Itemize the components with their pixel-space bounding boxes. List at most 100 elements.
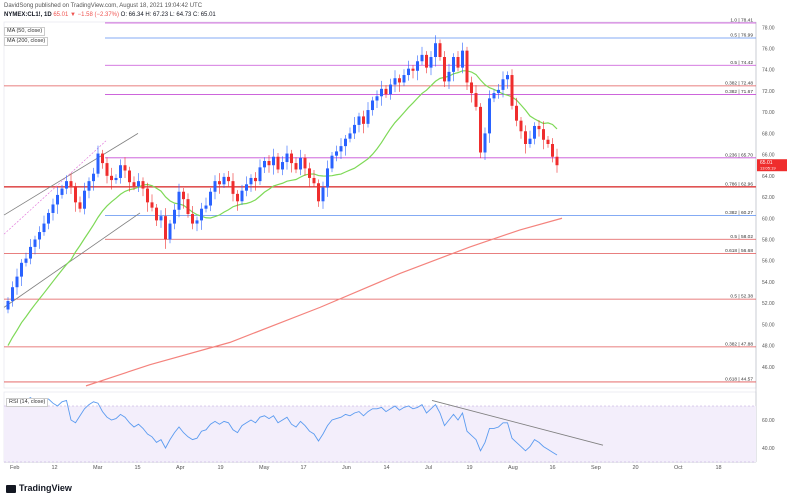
x-tick-label: 19 xyxy=(218,465,224,471)
x-tick-label: Feb xyxy=(10,465,19,471)
candle-body xyxy=(146,188,149,203)
candle-body xyxy=(141,181,145,189)
candle-body xyxy=(218,181,221,185)
candle-body xyxy=(191,214,194,224)
candle-body xyxy=(24,258,28,263)
candle-body xyxy=(317,183,320,202)
y-tick-label: 68.00 xyxy=(762,131,775,137)
candle-body xyxy=(159,216,163,221)
candle-body xyxy=(330,155,334,169)
candle-body xyxy=(56,194,59,205)
candle-body xyxy=(267,160,271,166)
candle-body xyxy=(344,138,347,147)
channel-lower-line xyxy=(3,212,141,308)
y-tick-label: 64.00 xyxy=(762,174,775,180)
candle-body xyxy=(398,78,401,83)
y-tick-label: 62.00 xyxy=(762,195,775,201)
fib-level-label: 0.382 | 71.67 xyxy=(725,89,753,95)
y-tick-label: 56.00 xyxy=(762,259,775,265)
candle-body xyxy=(204,205,208,209)
candle-body xyxy=(528,138,532,144)
candle-body xyxy=(492,93,496,99)
fib-level-label: 0.618 | 44.57 xyxy=(725,376,753,382)
rsi-band xyxy=(4,406,756,462)
candle-body xyxy=(519,120,523,132)
candle-body xyxy=(87,181,91,191)
candle-body xyxy=(456,57,460,68)
rsi-trendline xyxy=(431,399,604,446)
candle-body xyxy=(47,212,50,224)
candle-body xyxy=(515,105,518,121)
candle-body xyxy=(258,167,262,182)
moving-averages xyxy=(7,70,563,387)
candle-body xyxy=(155,207,158,221)
ma200-line xyxy=(85,217,563,387)
candle-body xyxy=(209,191,212,206)
candle-body xyxy=(285,153,289,163)
ma50-legend[interactable]: MA (50, close) xyxy=(4,27,46,36)
tradingview-logo-icon xyxy=(6,484,16,493)
candle-body xyxy=(420,54,424,62)
candle-body xyxy=(438,43,442,58)
ma200-legend[interactable]: MA (200, close) xyxy=(4,37,49,46)
candle-body xyxy=(168,223,172,240)
candle-body xyxy=(452,57,455,72)
candle-body xyxy=(119,165,122,178)
tradingview-logo: TradingView xyxy=(6,483,72,493)
candle-body xyxy=(29,246,32,259)
x-tick-label: 16 xyxy=(550,465,556,471)
candle-body xyxy=(506,75,509,80)
rsi-line xyxy=(7,397,558,456)
candle-body xyxy=(461,50,464,68)
candle-body xyxy=(60,188,64,195)
candle-body xyxy=(393,78,397,85)
x-tick-label: 15 xyxy=(135,465,141,471)
fib-level-label: 0.382 | 72.48 xyxy=(725,80,753,86)
fib-level-label: 0.382 | 60.27 xyxy=(725,210,753,216)
candle-body xyxy=(177,191,181,210)
candle-body xyxy=(213,181,217,192)
candle-body xyxy=(128,170,131,183)
candle-body xyxy=(411,68,415,71)
candle-body xyxy=(303,157,307,169)
price-change: 65.01 ▼ −1.58 (−2.37%) xyxy=(53,12,119,18)
last-price-tag xyxy=(757,159,787,172)
fib-level-label: 0.5 | 76.99 xyxy=(730,33,753,39)
candle-body xyxy=(123,165,127,171)
fib-level-label: 0.236 | 65.70 xyxy=(725,152,753,158)
candle-body xyxy=(429,57,433,68)
candle-body xyxy=(15,276,19,288)
rsi-tick-label: 60.00 xyxy=(762,418,775,424)
candle-body xyxy=(164,216,167,240)
candle-body xyxy=(555,156,559,166)
x-tick-label: 12 xyxy=(52,465,58,471)
candle-body xyxy=(501,79,505,90)
x-tick-label: May xyxy=(259,465,270,471)
candle-body xyxy=(402,75,406,83)
candle-body xyxy=(74,186,77,203)
x-tick-label: 14 xyxy=(384,465,390,471)
y-tick-label: 60.00 xyxy=(762,216,775,222)
rsi-legend[interactable]: RSI (14, close) xyxy=(6,398,49,407)
fib-level-label: 1.0 | 78.41 xyxy=(730,17,753,23)
rsi-pane xyxy=(4,397,756,463)
candle-body xyxy=(182,191,185,200)
y-tick-label: 74.00 xyxy=(762,68,775,74)
y-tick-label: 48.00 xyxy=(762,344,775,350)
grid xyxy=(3,21,757,463)
tradingview-logo-text: TradingView xyxy=(19,483,72,493)
candle-body xyxy=(105,163,109,176)
candle-body xyxy=(42,223,46,233)
candle-body xyxy=(299,157,302,170)
candle-body xyxy=(186,199,190,215)
candle-body xyxy=(434,43,437,58)
y-tick-label: 76.00 xyxy=(762,47,775,53)
candle-body xyxy=(389,84,392,95)
fib-level-label: 0.618 | 56.68 xyxy=(725,248,753,254)
x-tick-label: Sep xyxy=(591,465,601,471)
ma50-line xyxy=(7,70,558,346)
candle-body xyxy=(272,156,275,166)
candle-body xyxy=(227,176,230,182)
